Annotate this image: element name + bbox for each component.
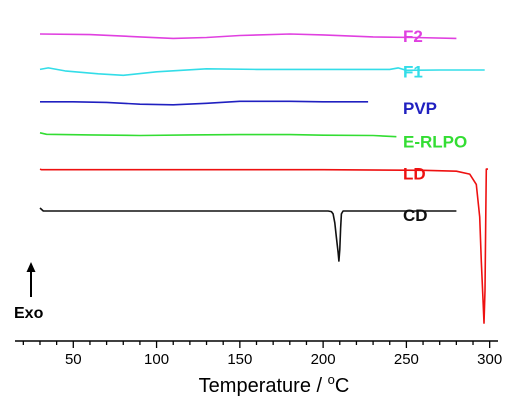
series-labels-layer: F2 F1 PVP E-RLPO LD CD bbox=[403, 27, 467, 225]
exo-arrow-icon bbox=[26, 262, 36, 297]
series-label-ld: LD bbox=[403, 165, 426, 184]
series-line-ld bbox=[39, 168, 488, 324]
x-axis-title: Temperature / oC bbox=[199, 372, 350, 397]
x-tick-label: 300 bbox=[477, 351, 502, 368]
x-axis-title-sup: o bbox=[328, 372, 335, 387]
x-axis-title-main: Temperature / bbox=[199, 375, 328, 397]
curves-layer bbox=[39, 33, 488, 324]
series-line-pvp bbox=[40, 100, 369, 106]
series-label-cd: CD bbox=[403, 206, 428, 225]
series-label-f2: F2 bbox=[403, 27, 423, 46]
series-label-f1: F1 bbox=[403, 62, 423, 81]
x-tick-label: 250 bbox=[394, 351, 419, 368]
x-tick-label: 50 bbox=[65, 351, 82, 368]
series-label-e-rlpo: E-RLPO bbox=[403, 132, 467, 151]
x-axis: 50 100 150 200 250 300 bbox=[15, 340, 502, 368]
x-tick-label: 200 bbox=[311, 351, 336, 368]
x-tick-label: 150 bbox=[227, 351, 252, 368]
series-line-f1 bbox=[39, 67, 485, 77]
series-line-f2 bbox=[39, 33, 457, 40]
exo-label: Exo bbox=[14, 305, 44, 322]
x-tick-label: 100 bbox=[144, 351, 169, 368]
x-axis-title-unit: C bbox=[335, 375, 349, 397]
series-label-pvp: PVP bbox=[403, 99, 437, 118]
series-line-cd bbox=[39, 207, 457, 262]
series-line-e-rlpo bbox=[39, 132, 397, 138]
